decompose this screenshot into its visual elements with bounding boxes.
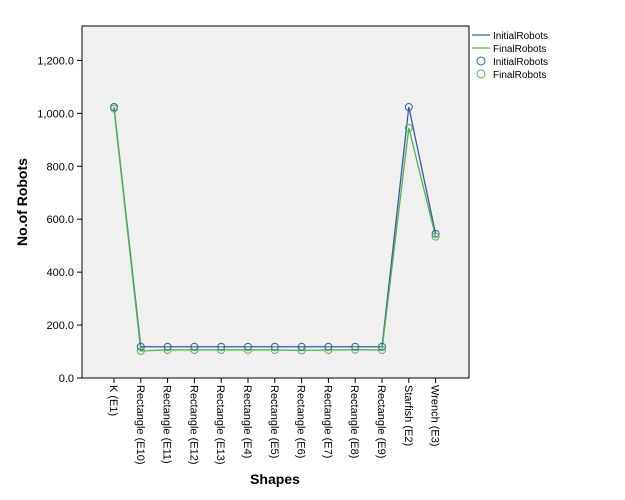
legend-label: FinalRobots (493, 70, 546, 81)
y-axis-ticks: 0.0 200.0 400.0 600.0 800.0 1,000.0 1,200.0 (37, 55, 82, 385)
x-tick-label: K (E1) (107, 385, 119, 416)
series-1-point (217, 345, 226, 354)
x-tick-label: Rectangle (E4) (241, 385, 253, 458)
y-axis-title: No.of Robots (14, 158, 30, 246)
legend-marker-swatch (476, 56, 486, 66)
legend-label: InitialRobots (493, 57, 548, 68)
series-1-point (431, 232, 440, 241)
series-1-point (110, 104, 118, 113)
x-tick-label: Starfish (E2) (402, 385, 414, 446)
series-0-point (190, 342, 199, 351)
series-0-point (136, 342, 145, 351)
series-1-point (163, 345, 172, 354)
series-0-point (431, 229, 440, 238)
x-tick-label: Rectangle (E6) (295, 385, 307, 458)
x-tick-label: Rectangle (E9) (375, 385, 387, 458)
x-tick-label: Rectangle (E11) (161, 385, 173, 464)
legend-marker-swatch (476, 69, 486, 79)
y-tick-label: 200.0 (46, 320, 74, 332)
series-0-point (297, 342, 306, 351)
legend-label: InitialRobots (493, 31, 548, 42)
series-0-point (324, 342, 333, 351)
series-1-point (270, 345, 279, 354)
series-1-point (324, 345, 333, 354)
series-1-point (378, 345, 386, 354)
series-markers (110, 102, 440, 356)
x-tick-label: Rectangle (E13) (214, 385, 226, 465)
series-1-point (404, 123, 413, 132)
x-tick-label: Rectangle (E5) (268, 385, 280, 458)
series-0-point (217, 342, 226, 351)
x-axis-ticks: K (E1) Rectangle (E10) Rectangle (E11) Rect… (107, 378, 441, 465)
y-tick-label: 800.0 (46, 161, 74, 173)
series-0-point (378, 342, 386, 351)
legend: InitialRobots FinalRobots InitialRobots Fin… (472, 31, 548, 81)
x-tick-label: Rectangle (E7) (321, 385, 333, 458)
x-tick-label: Rectangle (E8) (348, 385, 360, 458)
legend-label: FinalRobots (493, 44, 546, 55)
series-0-point (351, 342, 360, 351)
x-tick-label: Wrench (E3) (429, 385, 441, 447)
series-0-point (270, 342, 279, 351)
x-tick-label: Rectangle (E12) (187, 385, 199, 465)
y-tick-label: 1,200.0 (37, 55, 74, 67)
series-0-point (244, 342, 252, 351)
series-0-point (404, 102, 413, 111)
series-0-point (163, 342, 172, 351)
series-1-point (136, 347, 145, 356)
series-1-point (190, 345, 199, 354)
x-tick-label: Rectangle (E10) (134, 385, 146, 465)
x-axis-title: Shapes (250, 471, 300, 487)
y-tick-label: 400.0 (46, 267, 74, 279)
series-1-point (244, 345, 252, 354)
y-tick-label: 600.0 (46, 214, 74, 226)
series-1-point (351, 345, 360, 354)
series-1-point (297, 346, 306, 355)
plot-area (81, 25, 470, 379)
y-tick-label: 0.0 (59, 373, 74, 385)
y-tick-label: 1,000.0 (37, 108, 74, 120)
